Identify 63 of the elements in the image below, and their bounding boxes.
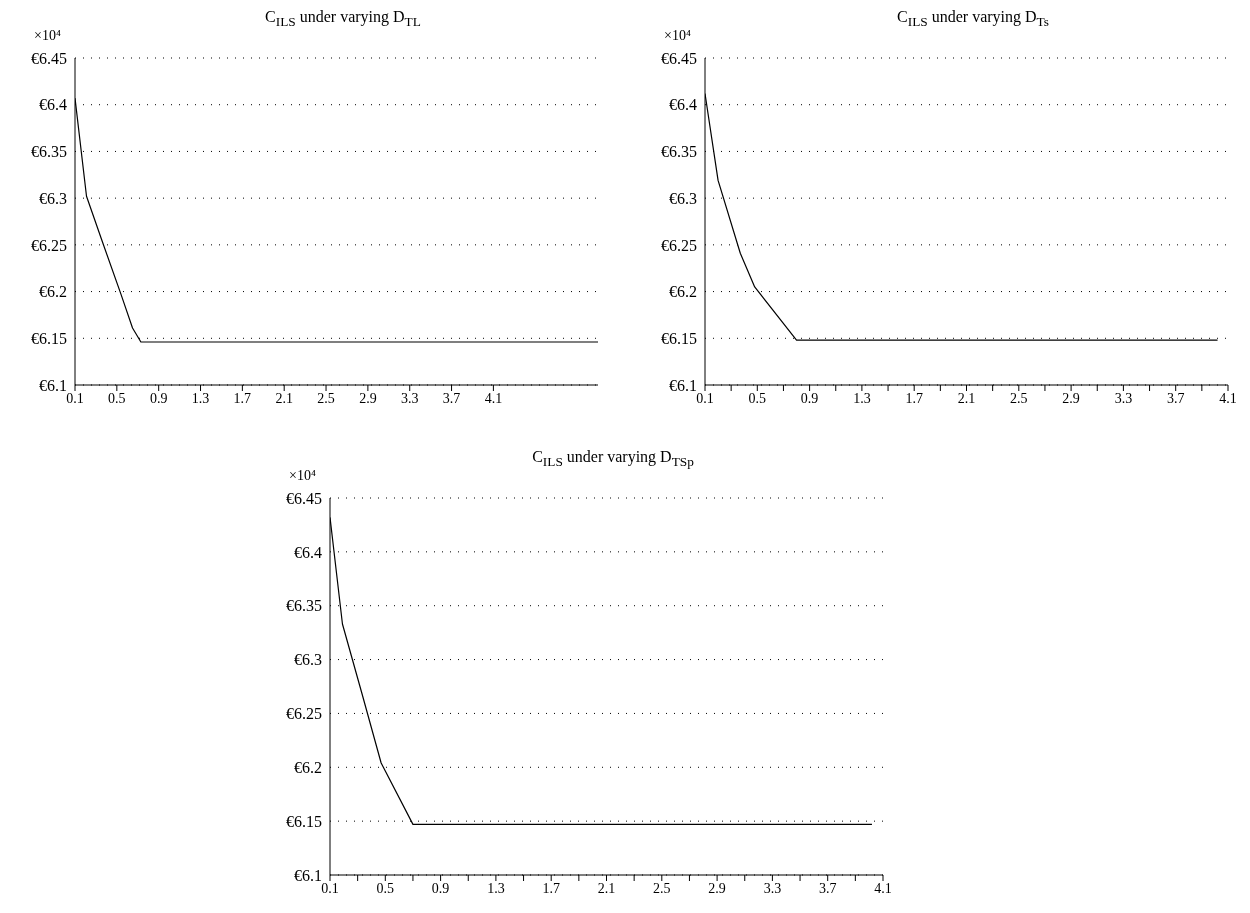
x-tick-label: 1.7: [233, 390, 252, 406]
x-tick-label: 4.1: [1219, 390, 1237, 406]
y-tick-label: €6.45: [661, 49, 697, 67]
text: ×10⁴: [289, 468, 316, 484]
x-tick-label: 2.5: [1010, 390, 1028, 406]
y-tick-label: €6.4: [669, 96, 697, 114]
y-tick-label: €6.35: [286, 597, 322, 615]
x-tick-label: 2.9: [708, 880, 726, 896]
x-tick-label: 2.1: [957, 390, 976, 406]
x-tick-label: 2.5: [653, 880, 671, 896]
y-tick-label: €6.2: [39, 283, 67, 301]
x-tick-label: 3.3: [763, 880, 782, 896]
x-tick-label: 1.3: [487, 880, 505, 896]
y-tick-label: €6.15: [31, 329, 67, 347]
y-tick-label: €6.25: [661, 236, 697, 254]
x-tick-label: 2.1: [275, 390, 293, 406]
x-tick-label: 1.7: [905, 390, 923, 406]
y-tick-label: €6.1: [39, 376, 67, 394]
x-tick-label: 0.1: [696, 390, 714, 406]
x-tick-label: 0.5: [376, 880, 395, 896]
x-tick-label: 3.3: [400, 390, 419, 406]
x-tick-label: 3.3: [1114, 390, 1133, 406]
y-tick-label: €6.25: [286, 705, 322, 723]
x-tick-label: 0.9: [431, 880, 450, 896]
y-tick-label: €6.45: [286, 489, 322, 507]
x-tick-label: 2.9: [1062, 390, 1080, 406]
chart-title: C$_{ILS}$ under varying D$_{TSp}$: [531, 448, 695, 471]
x-tick-label: 2.1: [597, 880, 616, 896]
y-tick-label: €6.4: [39, 96, 67, 114]
y-tick-label: €6.35: [31, 143, 67, 161]
x-tick-label: 1.3: [853, 390, 871, 406]
y-tick-label: €6.3: [669, 189, 697, 207]
x-tick-label: 2.9: [359, 390, 377, 406]
x-tick-label: 0.1: [66, 390, 84, 406]
x-tick-label: 3.7: [442, 390, 461, 406]
x-tick-label: 1.7: [542, 880, 560, 896]
y-tick-label: €6.1: [294, 866, 322, 884]
text: ×10⁴: [34, 28, 61, 44]
x-tick-label: 0.5: [108, 390, 126, 406]
x-tick-label: 4.1: [484, 390, 503, 406]
y-tick-label: €6.2: [669, 283, 697, 301]
x-tick-label: 0.5: [748, 390, 767, 406]
y-tick-label: €6.45: [31, 49, 67, 67]
y-tick-label: €6.15: [661, 329, 697, 347]
x-tick-label: 0.9: [800, 390, 819, 406]
y-tick-label: €6.4: [294, 543, 322, 561]
chart-title: C$_{ILS}$ under varying D$_{TL}$: [264, 8, 422, 31]
y-tick-label: €6.3: [294, 651, 322, 669]
x-tick-label: 2.5: [317, 390, 335, 406]
x-tick-label: 0.1: [321, 880, 339, 896]
x-tick-label: 1.3: [191, 390, 210, 406]
x-tick-label: 3.7: [1166, 390, 1185, 406]
text: ×10⁴: [664, 28, 691, 44]
y-tick-label: €6.1: [669, 376, 697, 394]
y-tick-label: €6.25: [31, 236, 67, 254]
x-tick-label: 3.7: [818, 880, 837, 896]
chart-title: C$_{ILS}$ under varying D$_{Ts}$: [896, 8, 1050, 31]
y-tick-label: €6.2: [294, 758, 322, 776]
y-tick-label: €6.15: [286, 812, 322, 830]
y-tick-label: €6.3: [39, 189, 67, 207]
y-tick-label: €6.35: [661, 143, 697, 161]
x-tick-label: 4.1: [874, 880, 892, 896]
x-tick-label: 0.9: [149, 390, 168, 406]
